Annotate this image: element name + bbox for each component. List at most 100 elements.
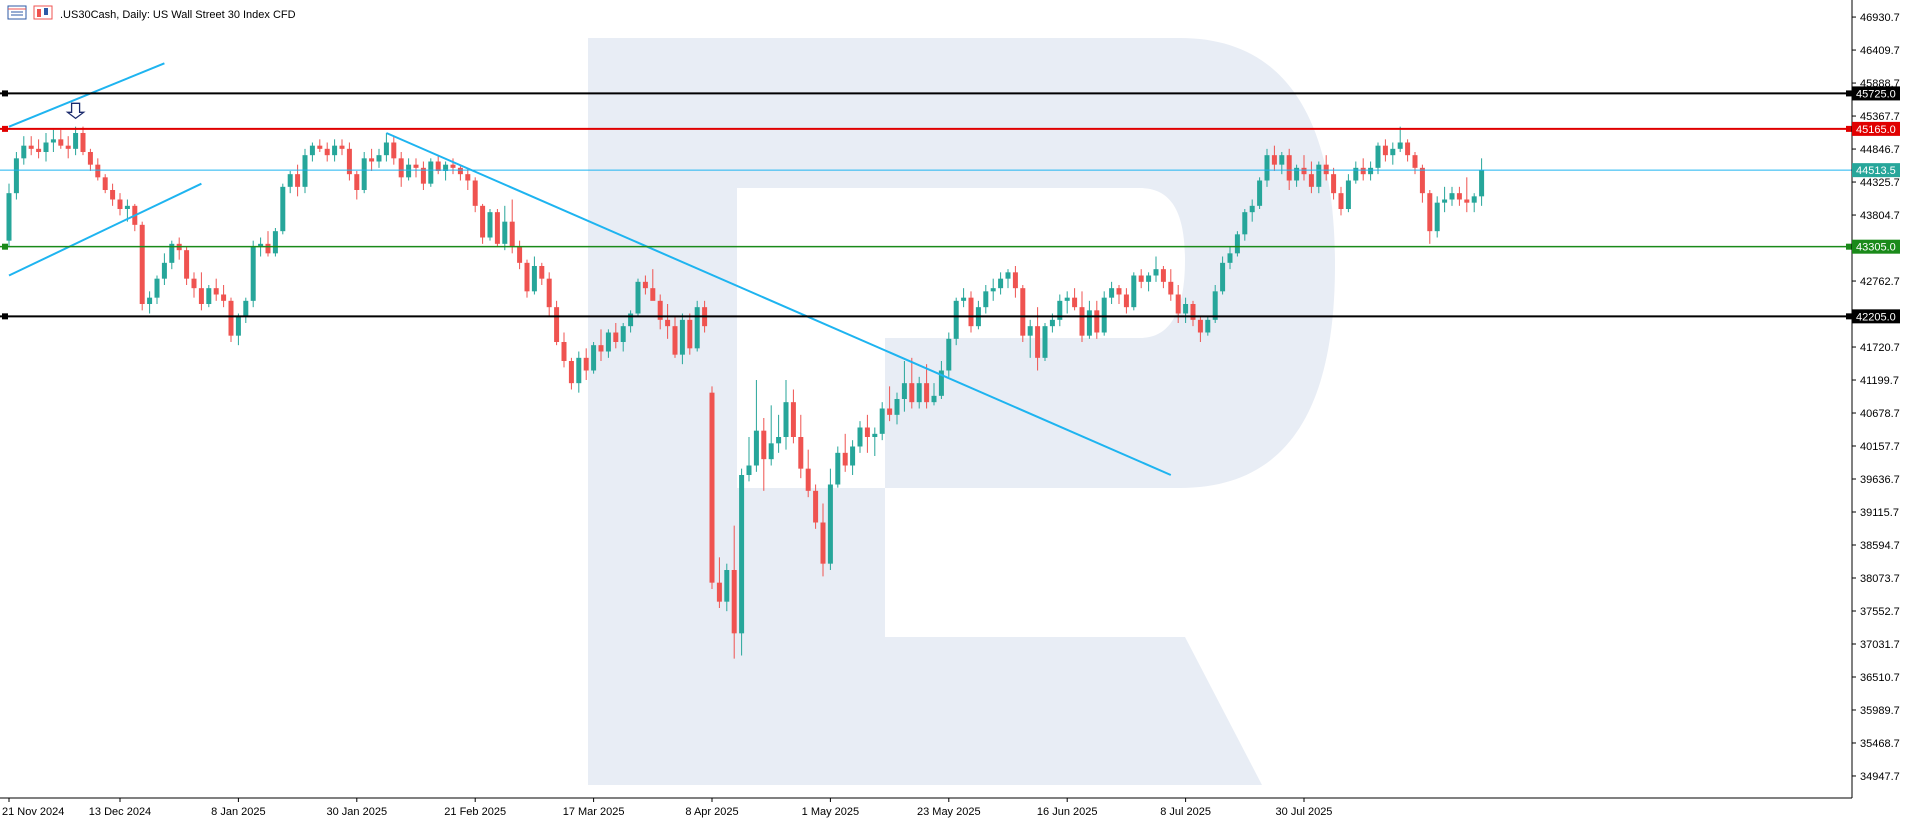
level-handle[interactable] [1846, 90, 1852, 97]
candle [576, 351, 582, 393]
level-handle[interactable] [2, 313, 8, 320]
candle-body [1249, 205, 1255, 213]
price-tick-label: 44846.7 [1860, 144, 1900, 156]
candle-body [805, 468, 811, 491]
trendline[interactable] [8, 182, 202, 277]
candle [931, 383, 937, 406]
candle-body [43, 142, 49, 152]
candle-body [191, 278, 197, 289]
candle-body [850, 446, 856, 466]
candle-body [650, 288, 656, 301]
candle [1353, 161, 1359, 184]
price-tick-label: 46409.7 [1860, 45, 1900, 57]
candle-body [1094, 310, 1100, 333]
time-axis[interactable]: 21 Nov 2024 13 Dec 2024 8 Jan 2025 30 Jan 2… [2, 798, 1332, 818]
level-handle[interactable] [1846, 125, 1852, 132]
candle [1294, 164, 1300, 187]
candle [1042, 323, 1048, 361]
candle-body [221, 294, 227, 301]
candle [620, 323, 626, 352]
candle [783, 380, 789, 450]
candle [354, 171, 360, 200]
candle [169, 240, 175, 270]
level-handle[interactable] [2, 243, 8, 250]
sell-arrow-icon[interactable] [65, 102, 86, 120]
candle [243, 297, 249, 323]
candle [1183, 297, 1189, 323]
candle [798, 414, 804, 479]
candle-body [887, 408, 893, 415]
candle-body [716, 582, 722, 602]
candle [361, 152, 367, 194]
candle-body [280, 186, 286, 232]
level-price-tag [1852, 163, 1900, 178]
candle [753, 380, 759, 472]
candle-body [139, 224, 145, 304]
candle-body [583, 357, 589, 371]
candle-body [21, 145, 27, 159]
candle-body [1464, 199, 1470, 203]
candle [568, 357, 574, 390]
candle-body [406, 164, 412, 178]
level-handle[interactable] [1846, 243, 1852, 250]
candle-body [1123, 294, 1129, 308]
candle-body [857, 427, 863, 447]
candle-body [746, 465, 752, 475]
candle [983, 285, 989, 314]
candle-body [1323, 164, 1329, 175]
price-tick-label: 37552.7 [1860, 606, 1900, 618]
candle [635, 278, 641, 317]
candle-body [1375, 145, 1381, 168]
candle [139, 221, 145, 311]
candle [346, 142, 352, 181]
candle [739, 468, 745, 656]
candle-body [909, 383, 915, 403]
candle-body [272, 231, 278, 254]
candle [1101, 291, 1107, 336]
trendline[interactable] [8, 62, 165, 128]
candle-body [946, 338, 952, 371]
candle-body [198, 288, 204, 304]
candle-body [694, 307, 700, 349]
candle-body [554, 307, 560, 342]
candle-body [58, 139, 64, 146]
level-price-tag [1852, 239, 1900, 254]
candle-body [1146, 275, 1152, 282]
candle-body [1086, 310, 1092, 336]
candle-body [1353, 167, 1359, 181]
candle-body [28, 145, 34, 149]
trendline[interactable] [386, 132, 1172, 476]
level-handle[interactable] [2, 125, 8, 132]
candle [598, 329, 604, 361]
candle [628, 310, 634, 333]
chart-window-icon[interactable] [7, 5, 27, 20]
candle-body [1479, 170, 1485, 197]
candle-body [50, 139, 56, 143]
candle-body [213, 288, 219, 295]
candle-body [1427, 193, 1433, 232]
candle [709, 386, 715, 589]
candle [642, 275, 648, 295]
candle-body [1382, 145, 1388, 156]
candle [1234, 231, 1240, 257]
candle [509, 199, 515, 254]
candle [50, 129, 56, 152]
candle [1035, 307, 1041, 371]
candle [1264, 148, 1270, 187]
time-tick-label: 13 Dec 2024 [89, 806, 151, 818]
level-handle[interactable] [2, 90, 8, 97]
candle-body [568, 361, 574, 384]
candle [605, 329, 611, 358]
price-tick-label: 39636.7 [1860, 474, 1900, 486]
candle [805, 449, 811, 498]
level-handle[interactable] [1846, 313, 1852, 320]
time-tick-label: 8 Apr 2025 [685, 806, 738, 818]
candle [280, 183, 286, 235]
candle [1138, 269, 1144, 289]
signal-marker [65, 102, 86, 120]
candle-type-icon[interactable] [33, 5, 53, 20]
candle [1368, 161, 1374, 181]
candle-body [524, 262, 530, 292]
candle [1464, 177, 1470, 213]
